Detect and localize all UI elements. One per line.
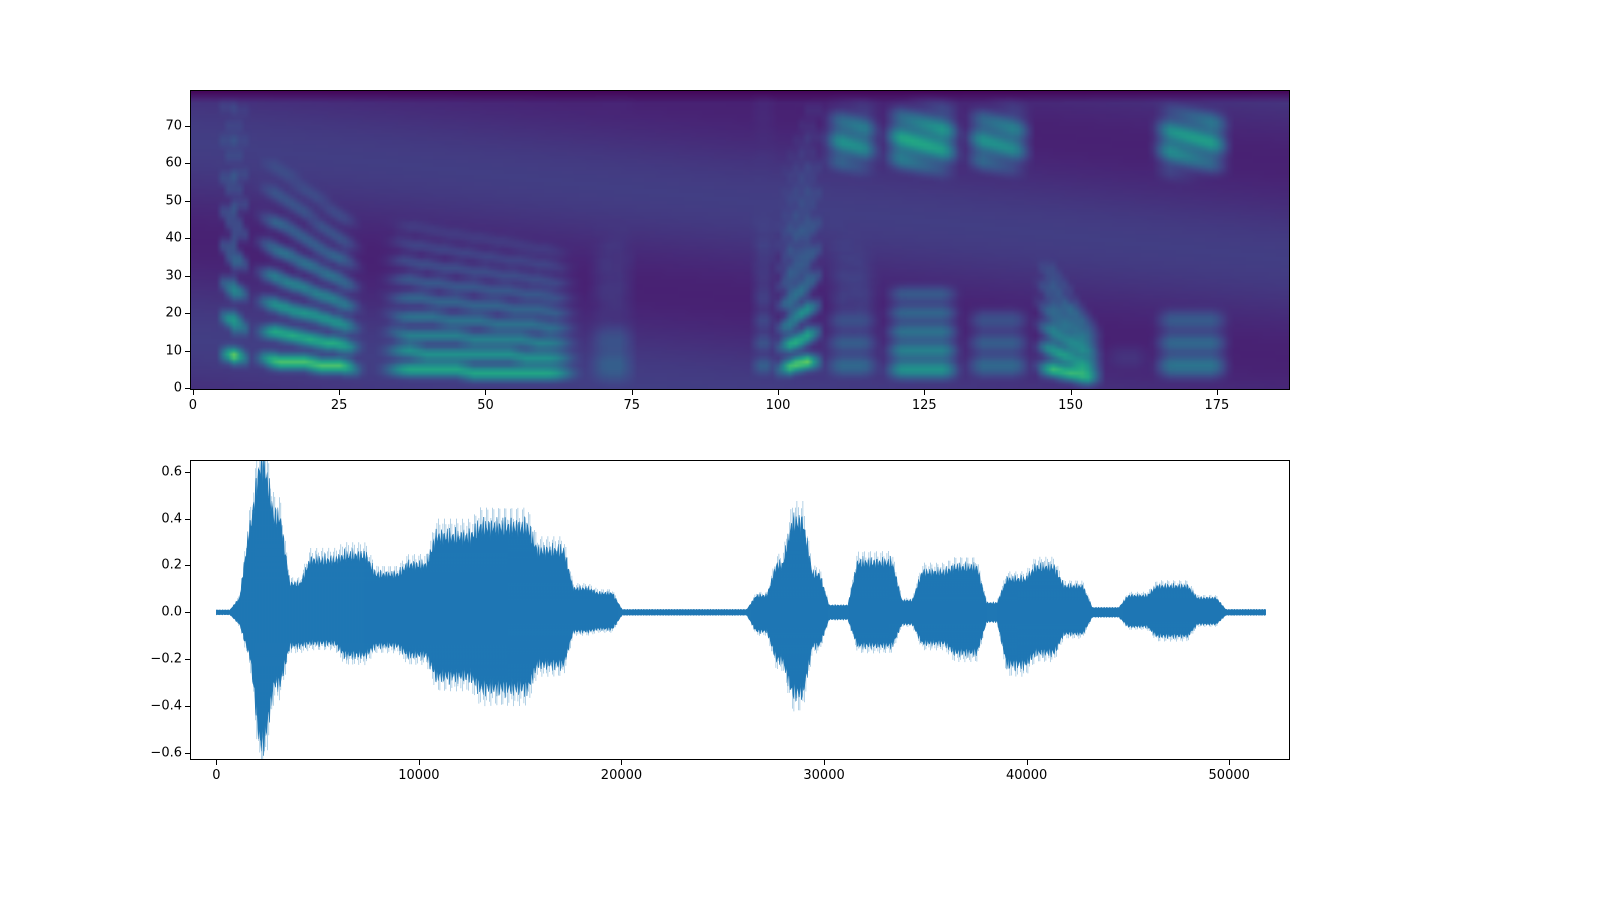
- xtick-mark: [339, 390, 340, 395]
- ytick-label: 0.0: [161, 605, 182, 620]
- xtick-mark: [621, 760, 622, 765]
- xtick-label: 25: [331, 398, 348, 413]
- ytick-label: 0.4: [161, 511, 182, 526]
- xtick-mark: [216, 760, 217, 765]
- waveform-axes: 01000020000300004000050000 −0.6−0.4−0.20…: [190, 460, 1290, 760]
- xtick-mark: [924, 390, 925, 395]
- xtick-mark: [1071, 390, 1072, 395]
- xtick-label: 100: [766, 398, 791, 413]
- xtick-mark: [1229, 760, 1230, 765]
- ytick-label: 30: [165, 268, 182, 283]
- xtick-mark: [1027, 760, 1028, 765]
- ytick-label: 20: [165, 306, 182, 321]
- xtick-label: 50: [477, 398, 494, 413]
- xtick-mark: [419, 760, 420, 765]
- ytick-label: −0.4: [150, 699, 182, 714]
- figure: 0255075100125150175 010203040506070 0100…: [0, 0, 1600, 900]
- xtick-label: 125: [912, 398, 937, 413]
- xtick-mark: [778, 390, 779, 395]
- ytick-label: 0.2: [161, 558, 182, 573]
- xtick-label: 75: [623, 398, 640, 413]
- spectrogram-axes: 0255075100125150175 010203040506070: [190, 90, 1290, 390]
- ytick-label: 70: [165, 118, 182, 133]
- spectrogram-heatmap: [190, 90, 1290, 390]
- ytick-label: 40: [165, 231, 182, 246]
- xtick-mark: [824, 760, 825, 765]
- xtick-mark: [193, 390, 194, 395]
- ytick-label: 0: [174, 381, 182, 396]
- xtick-label: 0: [212, 768, 220, 783]
- xtick-label: 40000: [1006, 768, 1047, 783]
- ytick-label: 60: [165, 156, 182, 171]
- xtick-label: 10000: [398, 768, 439, 783]
- xtick-mark: [1217, 390, 1218, 395]
- xtick-label: 0: [189, 398, 197, 413]
- xtick-label: 50000: [1209, 768, 1250, 783]
- waveform-line: [190, 460, 1290, 760]
- xtick-label: 150: [1058, 398, 1083, 413]
- xtick-label: 175: [1204, 398, 1229, 413]
- xtick-label: 30000: [803, 768, 844, 783]
- xtick-mark: [485, 390, 486, 395]
- xtick-label: 20000: [601, 768, 642, 783]
- ytick-label: 10: [165, 343, 182, 358]
- ytick-label: 0.6: [161, 464, 182, 479]
- xtick-mark: [632, 390, 633, 395]
- ytick-label: 50: [165, 193, 182, 208]
- ytick-label: −0.2: [150, 652, 182, 667]
- ytick-label: −0.6: [150, 745, 182, 760]
